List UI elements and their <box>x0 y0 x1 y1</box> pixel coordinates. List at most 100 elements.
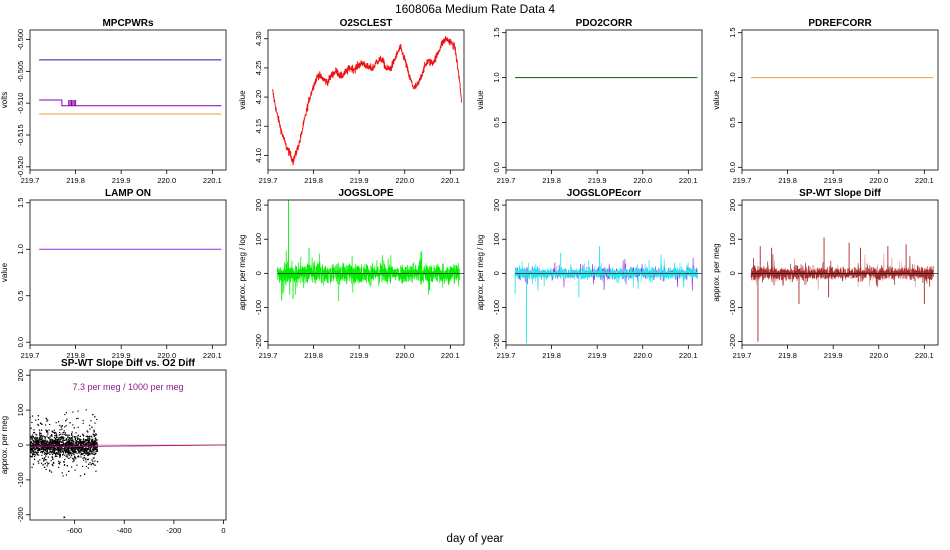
scatter-point <box>32 463 35 465</box>
scatter-point <box>94 453 96 456</box>
scatter-point <box>91 436 93 438</box>
x-tick-label: 219.8 <box>542 351 561 360</box>
scatter-point <box>50 442 52 444</box>
figure-xlabel: day of year <box>447 533 504 545</box>
x-tick-label: 219.7 <box>733 351 752 360</box>
scatter-point <box>88 443 90 445</box>
scatter-point <box>33 440 35 442</box>
scatter-point <box>56 442 59 444</box>
scatter-point <box>81 446 83 449</box>
x-tick-label: -200 <box>166 526 181 535</box>
y-axis-label: approx. per meg / log <box>238 235 247 311</box>
scatter-point <box>81 453 83 456</box>
scatter-point <box>79 451 81 453</box>
scatter-point <box>61 451 63 453</box>
scatter-point <box>43 460 45 462</box>
scatter-point <box>56 439 58 441</box>
scatter-point <box>70 437 72 439</box>
scatter-point <box>73 445 75 447</box>
y-tick-label: 0 <box>728 271 737 275</box>
scatter-point <box>89 453 91 455</box>
scatter-point <box>88 440 90 442</box>
scatter-point <box>75 448 77 450</box>
scatter-point <box>37 449 39 452</box>
scatter-point <box>59 441 62 443</box>
scatter-point <box>81 465 84 467</box>
panel-title: MPCPWRs <box>102 18 154 29</box>
scatter-point <box>41 445 43 447</box>
scatter-point <box>85 439 87 441</box>
scatter-point <box>37 418 40 421</box>
scatter-point <box>52 449 54 452</box>
panels: MPCPWRs volts 219.7 219.8 219.9 220.0 220.1 -0.… <box>0 18 939 535</box>
scatter-point <box>55 437 57 439</box>
scatter-point <box>75 437 77 440</box>
panel-title: LAMP ON <box>105 188 151 199</box>
scatter-point <box>32 446 35 449</box>
scatter-point <box>43 450 45 452</box>
scatter-point <box>51 450 53 452</box>
scatter-point <box>56 438 59 441</box>
scatter-point <box>36 443 38 446</box>
scatter-point <box>39 449 41 451</box>
scatter-point <box>64 464 66 466</box>
scatter-point <box>37 447 39 449</box>
scatter-point <box>34 445 36 447</box>
scatter-point <box>91 439 93 442</box>
scatter-point <box>45 453 48 455</box>
scatter-point <box>79 475 82 477</box>
scatter-point <box>58 438 60 440</box>
x-tick-label: 219.7 <box>733 176 752 185</box>
scatter-point <box>88 424 91 426</box>
scatter-point <box>64 426 66 428</box>
scatter-point <box>77 417 79 419</box>
y-tick-label: 4.25 <box>254 61 263 76</box>
scatter-point <box>67 441 69 443</box>
scatter-point <box>73 450 75 453</box>
scatter-point <box>35 419 37 421</box>
scatter-point <box>65 443 67 445</box>
scatter-point <box>65 438 67 440</box>
y-tick-label: -200 <box>254 334 263 349</box>
scatter-point <box>31 437 33 439</box>
scatter-point <box>32 439 34 442</box>
scatter-point <box>65 425 67 427</box>
scatter-point <box>94 441 96 443</box>
scatter-point <box>63 448 65 450</box>
series-line <box>39 99 222 107</box>
x-tick-label: 220.0 <box>633 176 652 185</box>
y-tick-label: 4.15 <box>254 119 263 134</box>
scatter-point <box>76 447 79 449</box>
scatter-point <box>71 446 73 448</box>
scatter-point <box>65 474 68 476</box>
scatter-point <box>83 444 85 447</box>
scatter-point <box>30 436 33 439</box>
scatter-point <box>72 452 74 455</box>
scatter-point <box>54 431 56 433</box>
scatter-point <box>44 437 46 439</box>
scatter-point <box>43 440 46 443</box>
scatter-point <box>60 433 62 435</box>
scatter-point <box>46 443 48 446</box>
scatter-point <box>41 437 43 439</box>
scatter-point <box>72 435 74 437</box>
scatter-point <box>85 435 87 438</box>
scatter-point <box>53 440 55 442</box>
y-tick-label: -100 <box>254 300 263 315</box>
scatter-point <box>74 469 76 471</box>
scatter-point <box>56 439 59 441</box>
scatter-point <box>82 422 84 424</box>
scatter-point <box>83 459 85 461</box>
scatter-point <box>53 446 55 449</box>
scatter-point <box>94 422 96 424</box>
scatter-point <box>42 435 44 437</box>
scatter-point <box>66 441 68 443</box>
scatter-point <box>46 449 49 451</box>
scatter-point <box>65 447 67 449</box>
scatter-point <box>76 464 78 466</box>
scatter-point <box>30 441 32 443</box>
scatter-point <box>43 449 46 451</box>
panel-frame <box>267 199 465 346</box>
scatter-point <box>68 470 70 473</box>
scatter-point <box>66 451 68 453</box>
